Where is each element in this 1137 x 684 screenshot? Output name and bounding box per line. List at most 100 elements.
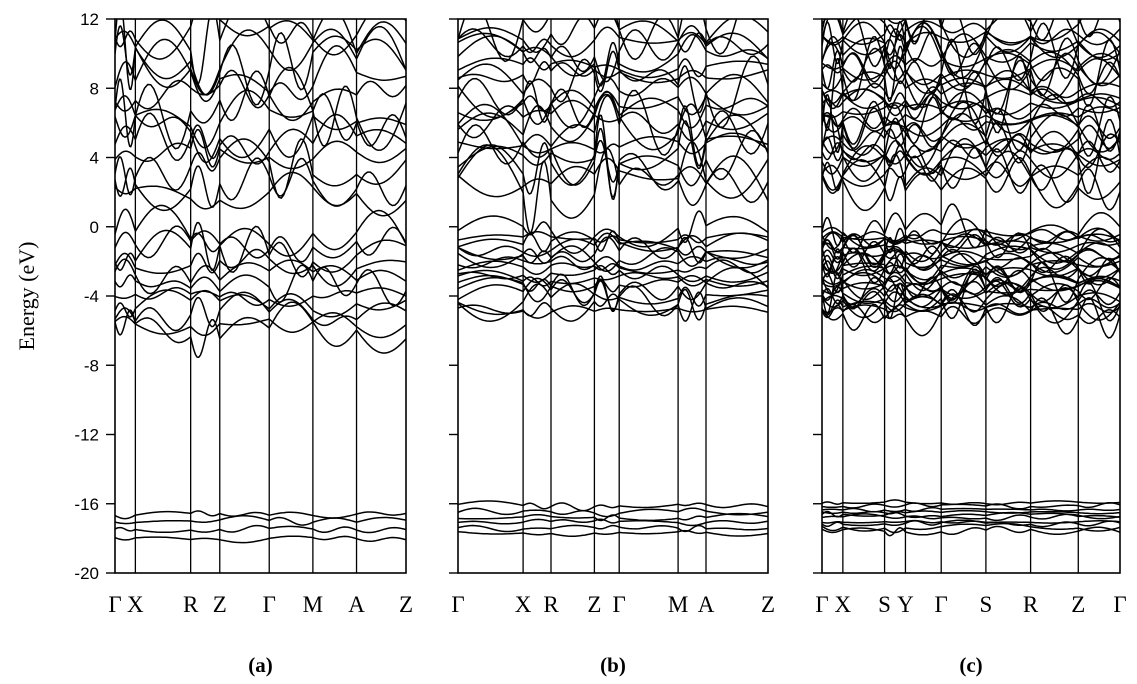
band-conduction xyxy=(458,88,768,129)
band-valence xyxy=(822,261,1120,296)
band-conduction xyxy=(115,157,406,212)
k-point-label: Z xyxy=(1071,592,1085,617)
k-point-label: Γ xyxy=(815,592,828,617)
panel-3: Γ X S Y Γ S R Z Γ(c) xyxy=(813,18,1127,677)
band-valence xyxy=(458,231,768,244)
y-tick-label: -12 xyxy=(74,426,99,445)
k-point-label: X xyxy=(515,592,532,617)
band-low xyxy=(115,515,406,526)
band-conduction xyxy=(115,138,406,199)
k-point-label: R xyxy=(543,592,559,617)
k-point-label: Z xyxy=(587,592,601,617)
band-conduction xyxy=(822,88,1120,120)
k-point-label: Z xyxy=(761,592,775,617)
band-low xyxy=(822,525,1120,537)
y-axis-title: Energy (eV) xyxy=(14,242,39,351)
band-conduction xyxy=(115,66,406,152)
band-low xyxy=(822,519,1120,524)
band-conduction xyxy=(822,52,1120,83)
k-point-label: X xyxy=(127,592,144,617)
band-conduction xyxy=(822,140,1120,189)
k-point-label: A xyxy=(698,592,715,617)
band-low xyxy=(115,510,406,520)
k-point-label: Γ xyxy=(613,592,626,617)
k-point-label: M xyxy=(303,592,323,617)
k-point-label: Γ xyxy=(108,592,121,617)
k-point-label: Y xyxy=(897,592,914,617)
band-valence xyxy=(115,225,406,263)
y-tick-label: 4 xyxy=(90,149,99,168)
k-point-label: Γ xyxy=(451,592,464,617)
band-valence xyxy=(822,203,1120,254)
band-valence xyxy=(115,248,406,287)
band-valence xyxy=(822,217,1120,255)
band-conduction xyxy=(458,132,768,155)
band-curves xyxy=(458,19,768,537)
k-point-label: S xyxy=(878,592,891,617)
y-tick-label: -16 xyxy=(74,495,99,514)
band-conduction xyxy=(458,89,768,156)
band-low xyxy=(822,499,1120,506)
band-conduction xyxy=(458,33,768,87)
band-valence xyxy=(458,232,768,260)
band-curves xyxy=(115,19,406,544)
band-conduction xyxy=(822,91,1120,157)
band-conduction xyxy=(115,171,406,217)
band-valence xyxy=(822,290,1120,339)
band-low xyxy=(822,509,1120,515)
band-conduction xyxy=(458,50,768,128)
band-conduction xyxy=(822,157,1120,211)
band-low xyxy=(115,524,406,534)
band-valence xyxy=(115,291,406,332)
k-point-label: R xyxy=(1023,592,1039,617)
panel-label: (a) xyxy=(248,653,273,677)
y-tick-label: 12 xyxy=(80,10,99,29)
band-conduction xyxy=(822,69,1120,110)
k-point-label: Γ xyxy=(1113,592,1126,617)
k-point-label: Γ xyxy=(263,592,276,617)
band-conduction xyxy=(115,89,406,149)
k-point-label: Γ xyxy=(935,592,948,617)
band-conduction xyxy=(458,99,768,142)
band-valence xyxy=(115,289,406,318)
band-valence xyxy=(115,286,406,307)
band-conduction xyxy=(115,69,406,122)
band-conduction xyxy=(822,114,1120,139)
y-tick-label: -20 xyxy=(74,564,99,583)
band-valence xyxy=(458,266,768,312)
band-conduction xyxy=(115,25,406,106)
band-conduction xyxy=(822,57,1120,94)
band-conduction xyxy=(458,26,768,58)
band-low xyxy=(822,506,1120,513)
band-valence xyxy=(458,236,768,264)
band-valence xyxy=(115,312,406,339)
panel-label: (b) xyxy=(600,653,626,677)
band-conduction xyxy=(822,102,1120,121)
band-valence xyxy=(822,226,1120,242)
k-point-label: A xyxy=(348,592,365,617)
band-conduction xyxy=(822,19,1120,79)
band-valence xyxy=(458,245,768,273)
band-valence xyxy=(115,264,406,307)
band-low xyxy=(822,502,1120,510)
band-valence xyxy=(115,301,406,359)
band-conduction xyxy=(822,138,1120,212)
y-tick-label: 8 xyxy=(90,79,99,98)
band-valence xyxy=(115,204,406,257)
band-valence xyxy=(822,271,1120,298)
band-conduction xyxy=(115,19,406,96)
band-conduction xyxy=(822,88,1120,111)
y-tick-label: -8 xyxy=(84,356,99,375)
band-low xyxy=(458,524,768,533)
y-tick-label: 0 xyxy=(90,218,99,237)
band-conduction xyxy=(115,38,406,102)
band-conduction xyxy=(822,28,1120,59)
band-conduction xyxy=(822,36,1120,115)
k-point-label: Z xyxy=(213,592,227,617)
band-conduction xyxy=(822,43,1120,109)
band-low xyxy=(822,510,1120,520)
band-conduction xyxy=(458,25,768,83)
band-valence xyxy=(458,264,768,283)
band-valence xyxy=(822,265,1120,302)
